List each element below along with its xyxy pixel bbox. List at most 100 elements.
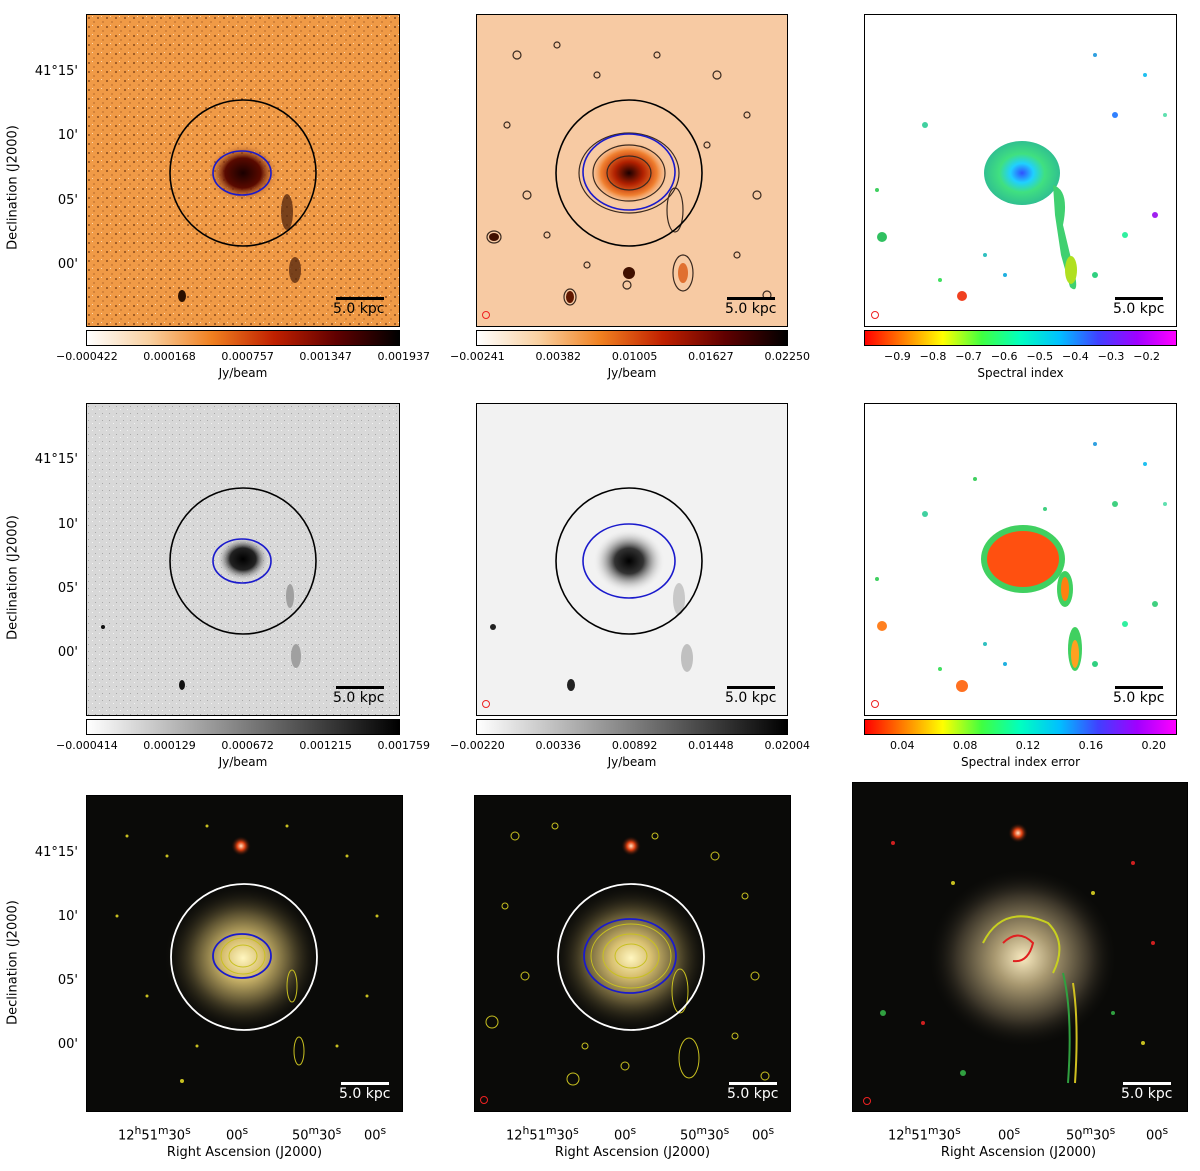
ra-seconds: 30 — [938, 1128, 956, 1144]
cbar6-tick: 0.12 — [1015, 739, 1041, 752]
cbar2-tick: 0.01005 — [611, 350, 658, 363]
ra-tick-3-panel3: 50m30s — [1066, 1124, 1116, 1144]
ra-hours: 12 — [888, 1128, 905, 1144]
cbar6-tick: 0.16 — [1078, 739, 1104, 752]
cbar2-tick: 0.01627 — [688, 350, 734, 363]
cbar5-tick: 0.00336 — [535, 739, 582, 752]
cbar3-tick: −0.2 — [1133, 350, 1160, 363]
ra-seconds: 30 — [556, 1128, 574, 1144]
cbar3-tick: −0.6 — [990, 350, 1018, 363]
dec-tick-15-row2: 41°15' — [34, 452, 78, 467]
cbar2-tick: 0.00382 — [535, 350, 582, 363]
ra-seconds: 00 — [1146, 1128, 1163, 1144]
cbar5-tick: 0.01448 — [688, 739, 734, 752]
ra-seconds: 00 — [226, 1128, 243, 1144]
radio-image-panel-2: 5.0 kpc — [476, 14, 788, 327]
colorbar-1-label: Jy/beam — [218, 366, 268, 380]
colorbar-4-label: Jy/beam — [218, 755, 268, 769]
cbar5-tick: 0.00892 — [611, 739, 658, 752]
scale-bar-label: 5.0 kpc — [727, 1086, 779, 1102]
ra-minutes: 50 — [1066, 1128, 1083, 1144]
cbar1-tick: 0.000168 — [143, 350, 196, 363]
dec-tick-15-row1: 41°15' — [34, 64, 78, 79]
colorbar-6-label: Spectral index error — [960, 755, 1081, 769]
dec-tick-00-row3: 00' — [57, 1037, 78, 1052]
ra-tick-2-panel2: 00s — [614, 1124, 637, 1144]
scale-bar-label: 5.0 kpc — [333, 690, 385, 706]
colorbar-5-label: Jy/beam — [607, 755, 657, 769]
scale-bar — [336, 686, 384, 689]
cbar5-tick: −0.00220 — [450, 739, 505, 752]
scale-bar-label: 5.0 kpc — [333, 301, 385, 317]
ra-seconds: 00 — [364, 1128, 381, 1144]
colorbar-3 — [864, 330, 1177, 346]
scale-bar — [341, 1082, 389, 1085]
y-axis-label-row3: Declination (J2000) — [5, 900, 21, 1025]
dec-tick-10-row1: 10' — [57, 128, 78, 143]
ra-minutes: 51 — [141, 1128, 158, 1144]
ra-minutes: 51 — [911, 1128, 928, 1144]
colorbar-5-ticks: −0.00220 0.00336 0.00892 0.01448 0.02004 — [450, 739, 810, 752]
ra-seconds: 00 — [998, 1128, 1015, 1144]
ra-seconds: 00 — [614, 1128, 631, 1144]
cbar4-tick: −0.000414 — [56, 739, 118, 752]
optical-overlay-1-svg — [115, 824, 379, 1083]
cbar6-tick: 0.20 — [1141, 739, 1167, 752]
optical-overlay-panel-1: 5.0 kpc — [86, 795, 403, 1112]
colorbar-1-ticks: −0.000422 0.000168 0.000757 0.001347 0.0… — [56, 350, 430, 363]
cbar6-tick: 0.04 — [890, 739, 915, 752]
ra-hours: 12 — [118, 1128, 135, 1144]
cbar1-tick: 0.001937 — [377, 350, 430, 363]
beam-marker — [871, 700, 879, 708]
radio-image-2-svg — [486, 41, 772, 306]
cbar3-tick: −0.9 — [884, 350, 911, 363]
beam-marker — [482, 311, 490, 319]
ra-seconds: 30 — [319, 1128, 336, 1144]
scale-bar-label: 5.0 kpc — [339, 1086, 391, 1102]
spectral-index-error-svg — [875, 442, 1167, 692]
cbar1-tick: −0.000422 — [56, 350, 118, 363]
x-axis-label-panel1: Right Ascension (J2000) — [166, 1145, 323, 1160]
cbar4-tick: 0.000129 — [143, 739, 196, 752]
cbar1-tick: 0.001347 — [299, 350, 352, 363]
colorbar-2-ticks: −0.00241 0.00382 0.01005 0.01627 0.02250 — [450, 350, 810, 363]
ra-minutes: 50 — [292, 1128, 309, 1144]
scale-bar — [727, 297, 775, 300]
scale-bar-label: 5.0 kpc — [1113, 301, 1165, 317]
radio-image-panel-1: 5.0 kpc — [86, 14, 400, 327]
ra-minutes: 50 — [680, 1128, 697, 1144]
scale-bar-label: 5.0 kpc — [1121, 1086, 1173, 1102]
cbar3-tick: −0.3 — [1097, 350, 1125, 363]
colorbar-4 — [86, 719, 400, 735]
optical-overlay-2-svg — [485, 822, 770, 1086]
dec-tick-00-row2: 00' — [57, 645, 78, 660]
colorbar-2-label: Jy/beam — [607, 366, 657, 380]
ra-seconds: 30 — [1093, 1128, 1110, 1144]
cbar3-tick: −0.4 — [1062, 350, 1089, 363]
ra-tick-3-panel2: 50m30s — [680, 1124, 730, 1144]
scale-bar-label: 5.0 kpc — [1113, 690, 1165, 706]
dec-tick-05-row1: 05' — [57, 193, 78, 208]
dec-tick-05-row3: 05' — [57, 973, 78, 988]
colorbar-3-ticks: −0.9 −0.8 −0.7 −0.6 −0.5 −0.4 −0.3 −0.2 — [884, 350, 1160, 363]
scale-bar — [1115, 686, 1163, 689]
cbar3-tick: −0.7 — [955, 350, 982, 363]
beam-marker — [482, 700, 490, 708]
ra-tick-2-panel3: 00s — [998, 1124, 1021, 1144]
dec-tick-10-row2: 10' — [57, 517, 78, 532]
dec-tick-05-row2: 05' — [57, 581, 78, 596]
spectral-index-svg — [875, 53, 1167, 301]
grayscale-image-panel-2: 5.0 kpc — [476, 403, 788, 716]
cbar6-tick: 0.08 — [952, 739, 978, 752]
scale-bar — [1123, 1082, 1171, 1085]
ra-seconds: 00 — [752, 1128, 769, 1144]
ra-seconds: 30 — [707, 1128, 724, 1144]
colorbar-2 — [476, 330, 788, 346]
cbar4-tick: 0.001215 — [299, 739, 352, 752]
ra-tick-4-panel2: 00s — [752, 1124, 775, 1144]
ra-seconds: 30 — [168, 1128, 186, 1144]
optical-overlay-panel-2: 5.0 kpc — [474, 795, 791, 1112]
colorbar-5 — [476, 719, 788, 735]
ra-hours: 12 — [506, 1128, 523, 1144]
colorbar-3-label: Spectral index — [977, 366, 1064, 380]
